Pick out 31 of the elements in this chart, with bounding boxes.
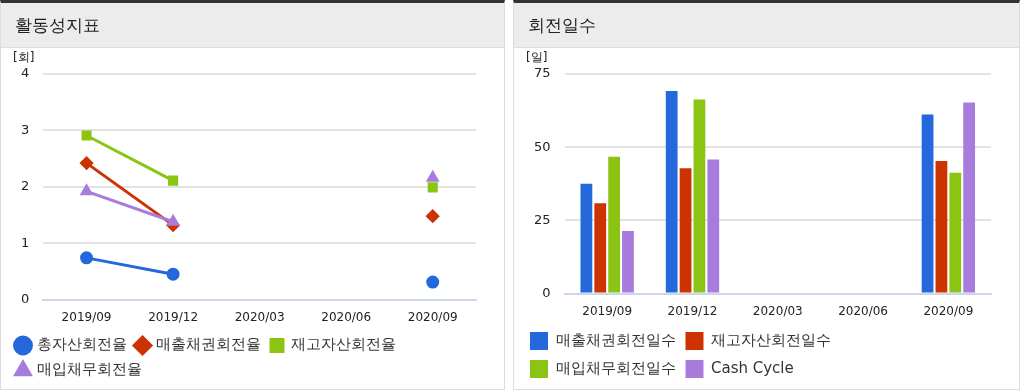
y-tick-label: 1 (20, 234, 30, 250)
legend-label: 매입채무회전율 (36, 360, 142, 379)
chart-title: 회전일수 (514, 3, 1019, 48)
legend-label: 매출채권회전일수 (555, 330, 676, 349)
y-tick-label: 4 (20, 65, 30, 81)
y-tick-label: 3 (20, 121, 30, 137)
chart-title: 활동성지표 (1, 3, 504, 48)
legend-label: 총자산회전율 (36, 335, 127, 354)
legend-label: 매출채권회전율 (156, 335, 261, 354)
legend-label: 재고자산회전일수 (711, 330, 831, 349)
x-tick-label: 2020/03 (752, 303, 803, 318)
y-tick-label: 25 (534, 211, 551, 227)
x-tick-label: 2020/09 (923, 303, 974, 318)
y-tick-label: 2 (20, 178, 30, 194)
x-tick-label: 2019/12 (667, 303, 718, 318)
x-tick-label: 2020/06 (838, 303, 888, 318)
x-tick-label: 2020/09 (407, 309, 458, 324)
y-tick-label: 0 (542, 284, 551, 300)
legend-label: Cash Cycle (711, 358, 794, 377)
legend-label: 재고자산회전율 (290, 335, 396, 354)
x-tick-label: 2020/03 (234, 309, 285, 324)
x-tick-label: 2019/12 (148, 309, 199, 324)
x-tick-label: 2019/09 (61, 309, 112, 324)
y-tick-label: 0 (20, 290, 30, 306)
y-axis-title: [일] (526, 50, 548, 65)
x-tick-label: 2019/09 (582, 303, 633, 318)
y-tick-label: 75 (534, 65, 551, 81)
y-tick-label: 50 (534, 138, 551, 154)
legend-label: 매입채무회전일수 (555, 358, 676, 377)
y-axis-title: [회] (13, 50, 35, 65)
x-tick-label: 2020/06 (321, 309, 372, 324)
